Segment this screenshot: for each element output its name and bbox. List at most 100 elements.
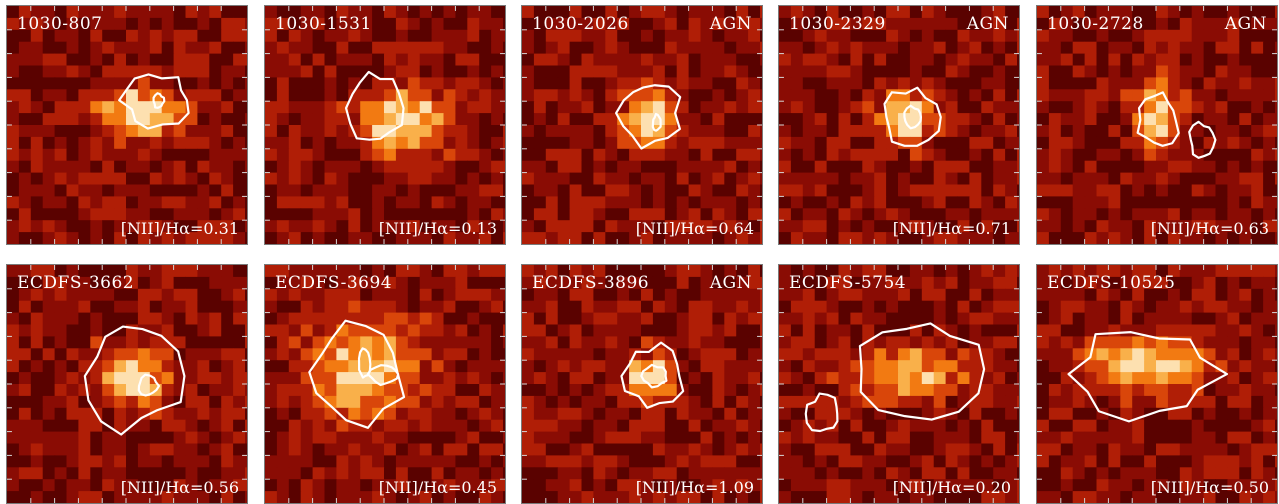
map-pixel [161, 184, 175, 197]
map-pixel [993, 455, 1006, 468]
map-pixel [1120, 6, 1133, 19]
map-pixel [161, 232, 175, 244]
map-pixel [1203, 360, 1217, 373]
map-pixel [245, 336, 247, 349]
map-pixel [384, 101, 397, 114]
map-pixel [233, 395, 246, 409]
map-pixel [736, 360, 749, 373]
map-pixel [395, 220, 409, 233]
map-pixel [173, 232, 187, 244]
map-pixel [874, 455, 887, 468]
map-pixel [1179, 348, 1193, 361]
map-pixel [66, 29, 79, 43]
map-pixel [1060, 232, 1074, 244]
map-pixel [1060, 6, 1074, 19]
map-pixel [1144, 443, 1157, 456]
map-pixel [569, 312, 582, 325]
map-pixel [66, 208, 79, 221]
map-pixel [1203, 288, 1217, 302]
map-pixel [1179, 455, 1193, 468]
map-pixel [1251, 467, 1264, 480]
map-pixel [265, 276, 278, 290]
map-pixel [479, 184, 492, 197]
map-pixel [736, 113, 749, 126]
map-pixel [185, 336, 198, 349]
map-pixel [760, 431, 762, 444]
map-pixel [245, 419, 247, 433]
map-pixel [898, 208, 911, 221]
map-pixel [1005, 172, 1018, 185]
map-pixel [1239, 77, 1252, 90]
map-pixel [360, 148, 373, 162]
map-pixel [826, 336, 839, 349]
map-pixel [1005, 101, 1018, 114]
map-pixel [431, 148, 445, 162]
map-pixel [1120, 312, 1133, 325]
map-pixel [66, 6, 79, 19]
map-pixel [712, 148, 725, 162]
map-pixel [886, 208, 899, 221]
map-pixel [1227, 184, 1240, 197]
map-pixel [431, 29, 445, 43]
map-pixel [288, 336, 302, 349]
map-pixel [814, 89, 828, 102]
map-pixel [245, 443, 247, 456]
map-pixel [802, 384, 816, 397]
map-pixel [419, 232, 433, 244]
map-pixel [197, 288, 210, 302]
map-pixel [137, 113, 151, 126]
map-pixel [1156, 288, 1169, 302]
map-pixel [1144, 29, 1157, 43]
map-pixel [712, 265, 725, 278]
map-pixel [814, 324, 828, 337]
map-pixel [1263, 276, 1276, 290]
map-pixel [862, 419, 875, 433]
map-pixel [276, 348, 290, 361]
map-pixel [78, 53, 91, 66]
map-pixel [479, 431, 492, 444]
map-pixel [1191, 431, 1205, 444]
map-pixel [7, 265, 20, 278]
map-pixel [90, 172, 103, 185]
map-pixel [862, 77, 875, 90]
map-pixel [1120, 172, 1133, 185]
map-pixel [779, 360, 792, 373]
map-pixel [7, 312, 20, 325]
map-pixel [54, 29, 67, 43]
map-pixel [7, 455, 20, 468]
map-pixel [491, 29, 504, 43]
map-pixel [467, 136, 480, 150]
map-pixel [748, 348, 761, 361]
map-pixel [533, 407, 547, 421]
map-pixel [593, 41, 606, 55]
map-pixel [300, 336, 314, 349]
map-pixel [850, 419, 863, 433]
map-pixel [348, 196, 361, 209]
map-pixel [491, 407, 504, 421]
map-pixel [921, 360, 935, 373]
map-pixel [324, 479, 337, 492]
map-pixel [545, 300, 559, 314]
map-pixel [419, 136, 433, 150]
map-pixel [233, 208, 246, 221]
map-pixel [185, 276, 198, 290]
map-pixel [826, 232, 839, 244]
map-pixel [581, 65, 594, 78]
map-pixel [407, 276, 421, 290]
map-pixel [455, 419, 468, 433]
map-pixel [149, 265, 163, 278]
map-pixel [533, 395, 547, 409]
map-pixel [862, 288, 875, 302]
map-pixel [969, 455, 982, 468]
map-pixel [1037, 348, 1050, 361]
map-pixel [1179, 360, 1193, 373]
map-pixel [557, 220, 571, 233]
map-pixel [324, 125, 337, 138]
map-pixel [712, 17, 725, 31]
map-pixel [802, 395, 816, 409]
map-pixel [90, 312, 103, 325]
map-pixel [712, 160, 725, 174]
map-pixel [407, 172, 421, 185]
map-pixel [1179, 41, 1193, 55]
map-pixel [724, 17, 737, 31]
